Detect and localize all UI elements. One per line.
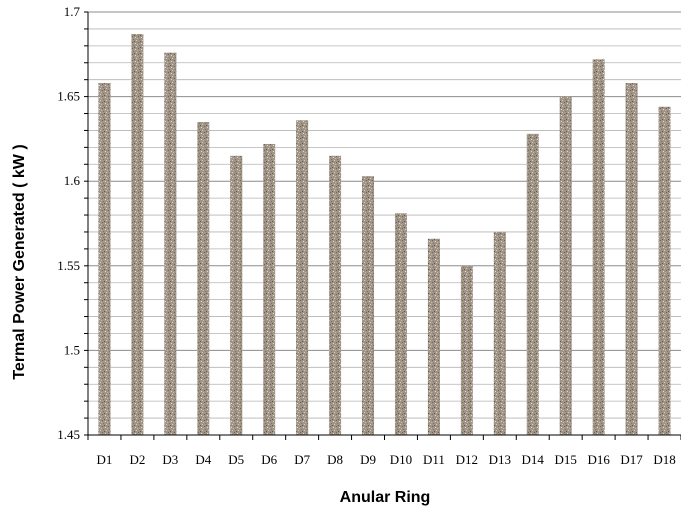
bar-D17 — [625, 83, 638, 436]
gridlines — [88, 11, 681, 419]
y-tick-label: 1.65 — [57, 89, 80, 104]
x-tick-label: D14 — [522, 452, 545, 467]
x-tick-label: D15 — [554, 452, 576, 467]
bar-D2 — [131, 33, 144, 435]
axes — [84, 11, 681, 440]
y-tick-labels: 1.45 1.5 1.55 1.6 1.65 1.7 — [57, 4, 80, 442]
x-tick-label: D12 — [456, 452, 478, 467]
y-tick-label: 1.6 — [64, 173, 81, 188]
x-tick-label: D8 — [327, 452, 343, 467]
bar-D11 — [427, 238, 440, 435]
bar-D16 — [592, 59, 605, 435]
bar-D4 — [197, 121, 210, 435]
bar-D10 — [394, 213, 407, 435]
bar-D1 — [98, 83, 111, 436]
x-tick-label: D13 — [489, 452, 511, 467]
x-tick-label: D11 — [423, 452, 445, 467]
y-tick-label: 1.5 — [64, 342, 80, 357]
y-axis-title: Termal Power Generated ( kW ) — [11, 144, 28, 379]
x-tick-label: D2 — [129, 452, 145, 467]
x-tick-label: D1 — [97, 452, 113, 467]
bar-D18 — [658, 106, 671, 435]
x-tick-labels: D1 D2 D3 D4 D5 D6 D7 D8 D9 D10 D11 D12 D13 D14 D15 D16 D… — [97, 452, 676, 467]
x-tick-label: D6 — [261, 452, 277, 467]
bar-D9 — [362, 176, 375, 435]
bars — [98, 33, 671, 436]
x-axis-title: Anular Ring — [340, 489, 431, 506]
x-tick-label: D18 — [653, 452, 675, 467]
x-tick-label: D3 — [162, 452, 178, 467]
bar-D13 — [493, 231, 506, 435]
bar-D12 — [460, 265, 473, 435]
x-tick-label: D4 — [195, 452, 211, 467]
bar-D3 — [164, 52, 177, 435]
y-tick-label: 1.45 — [57, 427, 80, 442]
x-tick-label: D16 — [587, 452, 610, 467]
bar-D7 — [296, 120, 309, 436]
x-tick-label: D5 — [228, 452, 244, 467]
bar-D5 — [230, 155, 243, 435]
y-tick-label: 1.55 — [57, 258, 80, 273]
x-tick-label: D10 — [390, 452, 412, 467]
x-tick-label: D7 — [294, 452, 310, 467]
x-tick-label: D17 — [620, 452, 643, 467]
y-tick-label: 1.7 — [64, 4, 81, 19]
bar-D15 — [559, 96, 572, 435]
bar-D14 — [526, 133, 539, 435]
x-tick-label: D9 — [360, 452, 376, 467]
bar-D8 — [329, 155, 342, 435]
bar-D6 — [263, 143, 276, 435]
